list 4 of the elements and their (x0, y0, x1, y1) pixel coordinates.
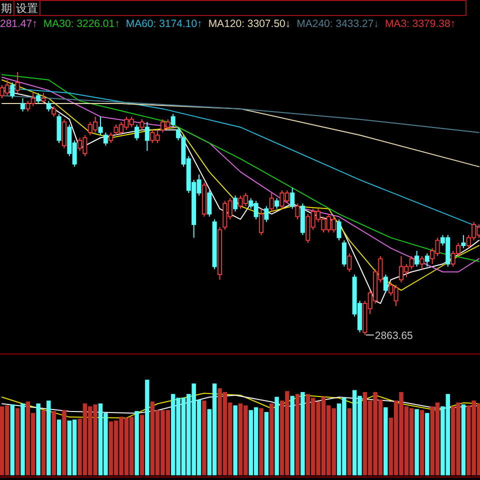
header: 281.47↑ MA30: 3226.01↑ MA60: 3174.10↑ MA120: 3307.50↓ MA240: 3433.27↓ MA3: 3379.38↑ (0, 18, 456, 30)
tabs: 期 设置 (0, 0, 466, 16)
low-label: 2863.65 (365, 330, 413, 342)
annotation: 2863.65 (374, 330, 414, 342)
